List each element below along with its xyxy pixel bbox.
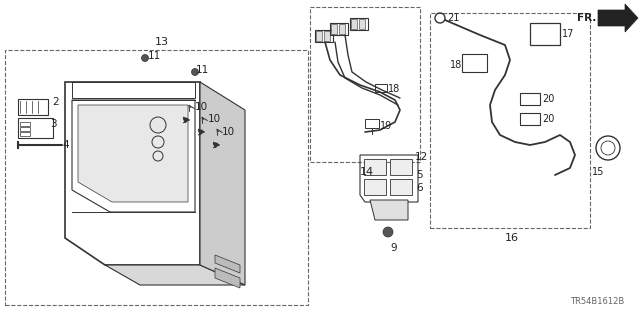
Bar	[375, 84, 387, 92]
Polygon shape	[215, 255, 240, 273]
Bar	[350, 18, 368, 30]
Text: 10: 10	[222, 127, 235, 137]
Text: 15: 15	[592, 167, 604, 177]
Text: 4: 4	[62, 140, 68, 150]
Bar	[20, 122, 30, 126]
Text: 16: 16	[505, 233, 519, 243]
Bar	[339, 24, 345, 34]
Bar	[18, 99, 48, 115]
Text: 20: 20	[542, 114, 554, 124]
Text: 11: 11	[196, 65, 209, 75]
Bar	[5, 50, 308, 305]
Text: 17: 17	[562, 29, 574, 39]
Circle shape	[141, 54, 148, 61]
Text: 2: 2	[52, 97, 59, 107]
Text: 13: 13	[155, 37, 169, 47]
Text: 12: 12	[415, 152, 428, 162]
Text: 10: 10	[208, 114, 221, 124]
Bar	[520, 93, 540, 105]
Polygon shape	[215, 268, 240, 288]
Bar	[520, 113, 540, 125]
Bar	[390, 179, 412, 195]
Bar	[20, 127, 30, 131]
Text: 20: 20	[542, 94, 554, 104]
Text: 18: 18	[388, 84, 400, 94]
Bar	[351, 19, 357, 29]
Bar	[310, 7, 420, 162]
Text: 5: 5	[416, 170, 422, 180]
Bar	[430, 13, 590, 228]
Polygon shape	[370, 200, 408, 220]
Bar	[364, 159, 386, 175]
Polygon shape	[598, 4, 638, 32]
Bar	[18, 118, 53, 138]
Polygon shape	[200, 82, 245, 285]
Bar	[316, 31, 322, 41]
Text: FR.: FR.	[577, 13, 596, 23]
Bar	[359, 19, 365, 29]
Bar	[330, 23, 348, 35]
Text: 19: 19	[380, 121, 392, 131]
Bar	[365, 119, 379, 128]
Bar	[390, 159, 412, 175]
Bar	[530, 23, 560, 45]
Text: 10: 10	[195, 102, 208, 112]
Text: 18: 18	[450, 60, 462, 70]
Text: 9: 9	[390, 243, 397, 253]
Bar	[324, 31, 330, 41]
Polygon shape	[78, 105, 188, 202]
Bar	[315, 30, 333, 42]
Text: TR54B1612B: TR54B1612B	[570, 298, 624, 307]
Bar	[331, 24, 337, 34]
Text: 6: 6	[416, 183, 422, 193]
Text: 14: 14	[360, 167, 374, 177]
Circle shape	[383, 227, 393, 237]
Text: 21: 21	[447, 13, 460, 23]
Text: 11: 11	[148, 51, 161, 61]
Bar	[20, 132, 30, 136]
Circle shape	[191, 68, 198, 76]
Text: 3: 3	[50, 119, 56, 129]
Bar	[364, 179, 386, 195]
Polygon shape	[105, 265, 245, 285]
Bar	[462, 54, 487, 72]
